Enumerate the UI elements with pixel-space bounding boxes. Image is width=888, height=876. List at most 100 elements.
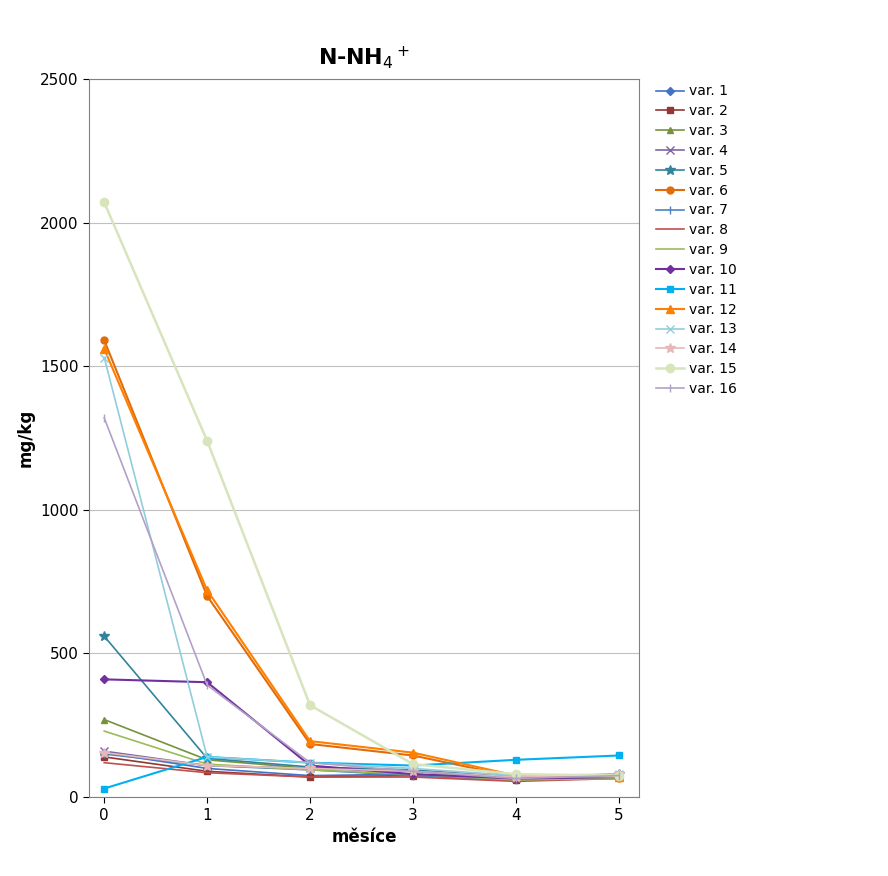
var. 11 [511, 754, 521, 765]
var. 5 [614, 769, 624, 780]
Line: var. 3: var. 3 [100, 716, 622, 782]
var. 16 [99, 413, 109, 423]
var. 15 [305, 700, 315, 710]
Line: var. 7: var. 7 [100, 750, 623, 784]
var. 10 [614, 772, 624, 782]
Line: var. 13: var. 13 [100, 353, 623, 780]
X-axis label: měsíce: měsíce [331, 828, 397, 846]
var. 14 [202, 760, 212, 771]
Y-axis label: mg/kg: mg/kg [16, 409, 35, 467]
var. 10 [511, 774, 521, 784]
var. 14 [408, 766, 418, 776]
var. 7 [511, 774, 521, 785]
var. 5 [305, 762, 315, 773]
var. 2 [614, 770, 624, 781]
var. 12 [305, 736, 315, 746]
var. 1 [202, 763, 212, 774]
var. 13 [202, 752, 212, 762]
var. 4 [99, 746, 109, 757]
var. 14 [511, 772, 521, 782]
var. 4 [305, 763, 315, 774]
var. 10 [202, 677, 212, 688]
var. 7 [408, 770, 418, 781]
var. 1 [614, 769, 624, 780]
var. 14 [614, 769, 624, 780]
var. 2 [408, 770, 418, 781]
var. 8 [202, 767, 212, 778]
var. 11 [202, 752, 212, 762]
var. 15 [408, 759, 418, 769]
var. 9 [511, 774, 521, 785]
var. 2 [305, 772, 315, 782]
var. 2 [202, 766, 212, 776]
var. 1 [99, 747, 109, 758]
var. 6 [305, 738, 315, 749]
var. 11 [99, 783, 109, 794]
var. 16 [614, 770, 624, 781]
Legend: var. 1, var. 2, var. 3, var. 4, var. 5, var. 6, var. 7, var. 8, var. 9, var. 10,: var. 1, var. 2, var. 3, var. 4, var. 5, … [650, 79, 742, 401]
Line: var. 16: var. 16 [100, 413, 623, 782]
var. 1 [408, 769, 418, 780]
var. 3 [511, 774, 521, 784]
var. 3 [202, 754, 212, 765]
Title: N-NH$_4$$^+$: N-NH$_4$$^+$ [318, 45, 410, 72]
var. 9 [408, 769, 418, 780]
var. 13 [99, 352, 109, 363]
var. 13 [305, 758, 315, 768]
var. 2 [99, 752, 109, 762]
Line: var. 8: var. 8 [104, 763, 619, 781]
var. 10 [408, 769, 418, 780]
Line: var. 1: var. 1 [101, 750, 622, 781]
Line: var. 12: var. 12 [100, 345, 623, 781]
var. 2 [511, 774, 521, 785]
Line: var. 14: var. 14 [99, 748, 623, 782]
var. 15 [614, 770, 624, 781]
Line: var. 6: var. 6 [100, 337, 622, 782]
var. 5 [408, 765, 418, 775]
var. 12 [202, 585, 212, 596]
var. 16 [305, 758, 315, 768]
var. 4 [614, 770, 624, 781]
var. 10 [305, 760, 315, 771]
var. 4 [511, 774, 521, 784]
var. 6 [202, 590, 212, 601]
var. 12 [408, 747, 418, 758]
var. 6 [99, 335, 109, 345]
var. 14 [99, 747, 109, 758]
var. 13 [511, 770, 521, 781]
var. 8 [408, 772, 418, 782]
var. 13 [614, 769, 624, 780]
var. 4 [202, 760, 212, 771]
var. 9 [99, 726, 109, 737]
var. 12 [614, 772, 624, 782]
var. 12 [511, 770, 521, 781]
var. 8 [614, 774, 624, 784]
var. 8 [305, 772, 315, 782]
var. 3 [614, 772, 624, 782]
var. 15 [202, 435, 212, 446]
var. 7 [99, 749, 109, 759]
var. 15 [99, 197, 109, 208]
var. 5 [202, 753, 212, 764]
var. 9 [305, 765, 315, 775]
var. 8 [511, 776, 521, 787]
var. 9 [202, 759, 212, 769]
var. 6 [511, 772, 521, 782]
var. 1 [305, 770, 315, 781]
var. 3 [408, 766, 418, 776]
Line: var. 10: var. 10 [101, 676, 622, 781]
var. 4 [408, 766, 418, 776]
var. 16 [202, 680, 212, 690]
var. 8 [99, 758, 109, 768]
var. 14 [305, 763, 315, 774]
var. 10 [99, 675, 109, 685]
var. 7 [614, 772, 624, 782]
var. 7 [305, 765, 315, 775]
Line: var. 5: var. 5 [99, 632, 623, 782]
Line: var. 15: var. 15 [100, 198, 623, 780]
var. 3 [99, 714, 109, 724]
var. 6 [614, 774, 624, 784]
Line: var. 4: var. 4 [100, 747, 623, 782]
var. 11 [305, 758, 315, 768]
var. 7 [202, 760, 212, 771]
